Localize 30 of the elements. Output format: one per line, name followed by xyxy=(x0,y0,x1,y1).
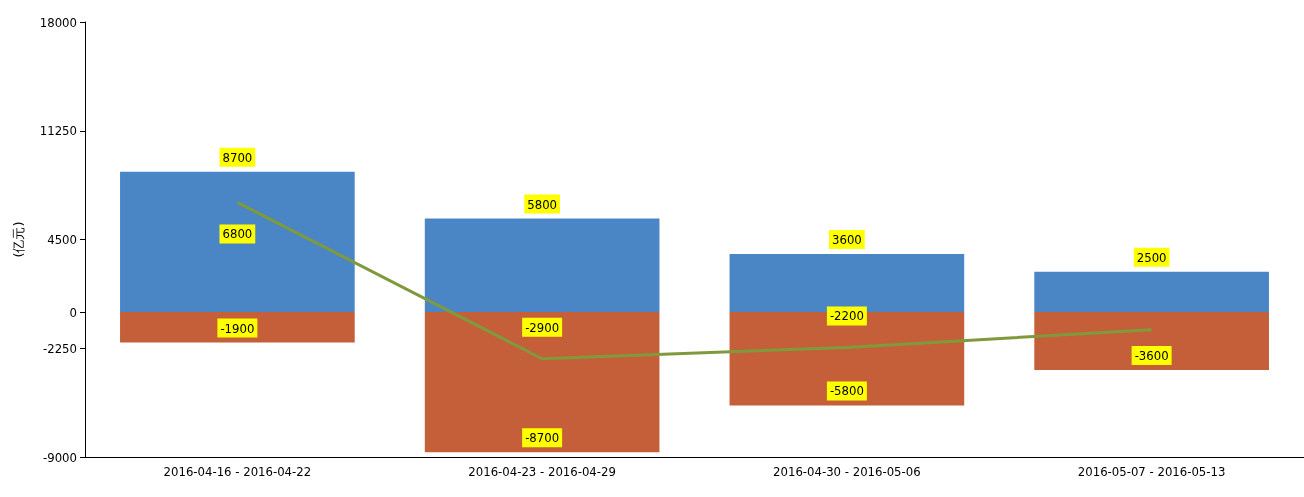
bar xyxy=(120,171,355,312)
data-label: 6800 xyxy=(222,226,253,242)
data-label: 8700 xyxy=(222,149,253,165)
x-tick-label: 2016-04-16 - 2016-04-22 xyxy=(163,464,312,479)
bar xyxy=(729,254,965,312)
data-label: 2500 xyxy=(1136,249,1167,265)
y-tick-label: -9000 xyxy=(43,449,77,465)
bar xyxy=(729,312,965,406)
bar xyxy=(424,312,660,453)
data-label: -2900 xyxy=(525,319,560,335)
data-label: -2200 xyxy=(829,308,864,324)
data-label: -5800 xyxy=(829,383,864,399)
y-tick-label: -2250 xyxy=(43,340,77,356)
data-label: 5800 xyxy=(527,196,558,212)
data-label: -3600 xyxy=(1134,348,1169,363)
y-tick-label: 11250 xyxy=(39,123,77,139)
y-axis-title: (亿元) xyxy=(11,221,26,258)
bar xyxy=(1034,312,1269,370)
x-tick-label: 2016-04-30 - 2016-05-06 xyxy=(773,464,921,479)
y-tick-label: 18000 xyxy=(39,14,77,30)
data-label: -1900 xyxy=(220,320,255,336)
data-label: 3600 xyxy=(831,232,862,247)
y-tick-label: 0 xyxy=(69,304,77,320)
data-label: -8700 xyxy=(525,430,560,446)
bar xyxy=(424,218,660,312)
x-tick-label: 2016-05-07 - 2016-05-13 xyxy=(1077,464,1226,479)
bar xyxy=(1034,271,1269,312)
bar xyxy=(120,312,355,343)
x-tick-label: 2016-04-23 - 2016-04-29 xyxy=(468,464,616,479)
y-tick-label: 4500 xyxy=(47,232,77,247)
